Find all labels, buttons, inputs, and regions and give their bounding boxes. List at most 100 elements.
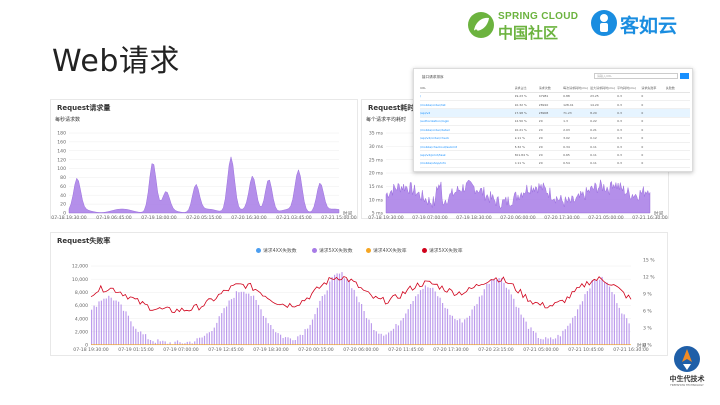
failure-bar bbox=[238, 292, 240, 345]
failure-bar bbox=[456, 320, 458, 345]
failure-bar bbox=[530, 327, 532, 345]
failure-bar bbox=[493, 278, 495, 345]
url-cell[interactable]: /mobile/checkout/submit bbox=[420, 142, 515, 152]
failure-bar bbox=[216, 322, 218, 345]
table-header-row: URL 请求占比 请求次数 每次请求耗时(ms) 最大请求耗时(ms) 平均耗时… bbox=[420, 85, 690, 93]
y-tick-label-left: 12,000 bbox=[72, 264, 88, 270]
table-cell: 17.98 % bbox=[514, 108, 539, 118]
y-tick-label: 40 bbox=[60, 193, 66, 199]
failure-bar bbox=[577, 309, 579, 345]
table-row[interactable]: /api/v2/order/check 9.11 % 20 3.02 0.12 0.3 0 bbox=[420, 133, 690, 143]
column-header[interactable]: 请求次数 bbox=[538, 85, 564, 93]
url-cell[interactable]: /api/v2/order/check bbox=[420, 133, 515, 143]
column-header[interactable]: 请求占比 bbox=[514, 85, 539, 93]
y-tick-label-left: 4,000 bbox=[75, 316, 88, 322]
column-header[interactable]: 最大请求耗时(ms) bbox=[590, 85, 618, 93]
x-tick-label: 07-19 18:30:00 bbox=[456, 215, 492, 220]
failure-bar bbox=[235, 291, 237, 345]
failure-bar bbox=[316, 307, 318, 345]
table-cell: 0.88 bbox=[563, 92, 591, 101]
x-tick-label: 07-21 05:00:00 bbox=[523, 347, 559, 353]
failure-bar bbox=[113, 300, 115, 345]
y-tick-label-right: 9 % bbox=[643, 292, 652, 298]
table-row[interactable]: /mobile/order/detail 10.21 % 20 2.03 0.21 0.3… bbox=[420, 125, 690, 135]
corner-logo-sub: FREESHOW TECHNOLOGY bbox=[670, 384, 704, 387]
rocket-logo-icon bbox=[674, 346, 700, 372]
table-row[interactable]: /mobile/checkout/submit 8.32 % 20 0.34 0.11 0… bbox=[420, 142, 690, 152]
failure-bar bbox=[203, 335, 206, 345]
failure-bar bbox=[454, 318, 456, 345]
failure-bar bbox=[162, 340, 164, 345]
failure-bar bbox=[532, 331, 534, 345]
failure-bar bbox=[500, 278, 503, 345]
table-cell: 0.3 bbox=[617, 142, 642, 152]
search-input[interactable]: 请输入URL bbox=[594, 73, 678, 79]
failure-bar bbox=[147, 339, 149, 345]
x-tick-label: 07-19 18:30:00 bbox=[253, 347, 289, 353]
failure-bar bbox=[491, 279, 493, 345]
failure-bar bbox=[228, 300, 230, 345]
failure-bar bbox=[432, 287, 434, 345]
table-row[interactable]: /api/v2/print/task 301.84 % 20 0.65 0.11 0.3 0 bbox=[420, 150, 690, 160]
failure-bar bbox=[108, 295, 110, 345]
failure-bar bbox=[130, 321, 132, 345]
y-tick-label: 25 ms bbox=[369, 157, 384, 163]
failure-bar bbox=[272, 329, 274, 345]
failure-bar bbox=[260, 309, 262, 345]
table-row[interactable]: /29.23 % 47981 0.88 23.25 0.3 0 bbox=[420, 92, 690, 101]
url-cell[interactable]: / bbox=[420, 92, 515, 101]
search-button[interactable] bbox=[680, 73, 689, 79]
keruyun-mark-icon bbox=[591, 10, 617, 36]
x-tick-label: 07-20 17:30:00 bbox=[433, 347, 469, 353]
url-cell[interactable]: /mobile/order/list bbox=[420, 100, 515, 110]
y-tick-label: 160 bbox=[57, 139, 66, 145]
y-tick-label: 0 bbox=[63, 211, 66, 217]
failure-bar bbox=[311, 319, 314, 345]
failure-bar bbox=[243, 291, 245, 345]
column-header[interactable]: 平均耗时(ms) bbox=[617, 85, 642, 93]
failure-bar bbox=[397, 325, 399, 345]
failure-bar bbox=[329, 281, 331, 345]
failure-bar bbox=[248, 293, 250, 345]
url-cell[interactable]: /authorization/login bbox=[420, 117, 515, 127]
column-header[interactable]: 请求失败率 bbox=[641, 85, 666, 93]
y-tick-label: 100 bbox=[57, 166, 66, 172]
x-axis-unit: 时间 bbox=[654, 210, 664, 217]
table-cell: 0.3 bbox=[617, 117, 642, 127]
column-header[interactable]: URL bbox=[420, 85, 515, 93]
failure-bar bbox=[535, 332, 537, 345]
legend-4xx-rate[interactable]: 请求4XX失败率 bbox=[366, 247, 407, 254]
failure-bar bbox=[442, 303, 444, 345]
legend-5xx-rate[interactable]: 请求5XX失败率 bbox=[422, 247, 463, 254]
column-header[interactable]: 失败数 bbox=[665, 85, 690, 93]
failure-bar bbox=[412, 301, 414, 345]
table-cell: 0.3 bbox=[617, 133, 642, 143]
failure-bar bbox=[596, 280, 598, 345]
failure-bar bbox=[218, 316, 220, 345]
x-tick-label: 07-20 05:15:00 bbox=[186, 215, 222, 220]
table-row[interactable]: /mobile/order/list 10.32 % 28910 128.41 14.2… bbox=[420, 100, 690, 110]
table-row[interactable]: /authorization/login 12.50 % 20 1.3 0.22 0.3 0 bbox=[420, 117, 690, 127]
failure-bar bbox=[221, 313, 223, 345]
url-cell[interactable]: /mobile/shop/info bbox=[420, 159, 515, 169]
legend-5xx-count[interactable]: 请求5XX失败数 bbox=[312, 247, 353, 254]
failure-bar bbox=[540, 338, 542, 345]
failure-bar bbox=[270, 325, 272, 345]
table-row[interactable]: /mobile/shop/info 0.11 % 20 0.54 0.11 0.3 0 bbox=[420, 159, 690, 169]
table-row[interactable]: /api/v2 17.98 % 28908 71.23 8.20 0.3 0 bbox=[420, 108, 690, 118]
legend-dot-icon bbox=[366, 248, 371, 253]
column-header[interactable]: 每次请求耗时(ms) bbox=[563, 85, 591, 93]
failure-bar bbox=[361, 304, 363, 345]
failure-bar bbox=[591, 280, 593, 345]
y-tick-label-right: 15 % bbox=[643, 258, 655, 264]
url-cell[interactable]: /api/v2/print/task bbox=[420, 150, 515, 160]
x-tick-label: 07-20 00:15:00 bbox=[298, 347, 334, 353]
failure-bar bbox=[140, 331, 142, 345]
keruyun-logo: 客如云 bbox=[590, 8, 710, 40]
failure-bar bbox=[213, 327, 215, 345]
legend-4xx-count[interactable]: 请求4XX失败数 bbox=[256, 247, 297, 254]
failure-bar bbox=[525, 321, 527, 345]
url-cell[interactable]: /api/v2 bbox=[420, 108, 515, 118]
url-cell[interactable]: /mobile/order/detail bbox=[420, 125, 515, 135]
table-cell: 0.3 bbox=[617, 108, 642, 118]
